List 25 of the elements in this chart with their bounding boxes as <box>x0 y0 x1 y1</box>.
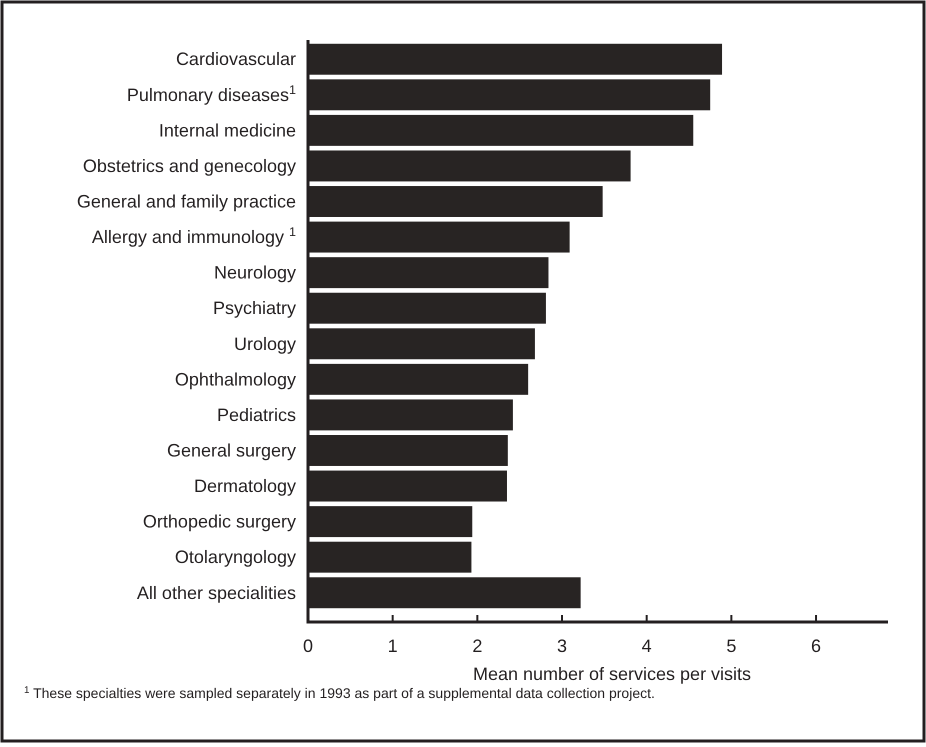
x-tick-label: 4 <box>642 636 652 656</box>
text: $^{1}$ These specialties were sampled separately in 1993 as part of a supplemental data collection project. <box>24 684 655 701</box>
x-axis-title: Mean number of services per visits <box>472 664 752 684</box>
y-tick-label: Pediatrics <box>216 404 296 425</box>
x-tick-label: 2 <box>472 636 482 656</box>
y-tick-label: Neurology <box>214 262 296 283</box>
y-tick-label: Otolaryngology <box>174 547 296 568</box>
x-tick-label: 1 <box>388 636 398 656</box>
y-tick-label: Dermatology <box>194 476 296 496</box>
x-tick-label: 0 <box>302 636 314 656</box>
y-tick-label: Obstetrics and genecology <box>82 156 296 176</box>
y-tick-label: All other specialities <box>136 582 296 603</box>
y-tick-label: Pulmonary diseases$^{1}$ <box>126 82 296 105</box>
y-tick-label: Psychiatry <box>212 298 296 318</box>
y-tick-label: Internal medicine <box>158 120 296 140</box>
y-tick-label: Ophthalmology <box>174 369 296 390</box>
y-tick-label: Cardiovascular <box>176 49 296 70</box>
y-tick-label: Allergy and immunology $^{1}$ <box>92 225 296 248</box>
y-tick-label: General surgery <box>166 440 296 460</box>
x-tick-label: 3 <box>557 636 568 656</box>
y-tick-label: General and family practice <box>76 192 296 212</box>
x-tick-label: 5 <box>726 636 736 656</box>
x-tick-label: 6 <box>811 636 822 656</box>
y-tick-label: Orthopedic surgery <box>142 512 296 532</box>
y-tick-label: Urology <box>234 334 296 354</box>
